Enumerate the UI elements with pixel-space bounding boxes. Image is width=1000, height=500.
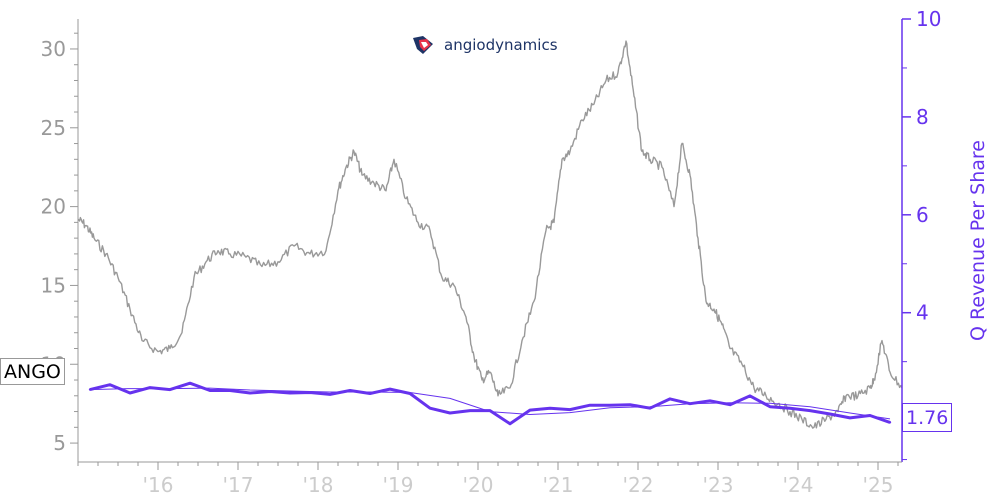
right-axis-tick-label: 6 (916, 203, 929, 227)
logo: angiodynamics (410, 31, 558, 59)
revenue-point (448, 411, 452, 415)
x-axis-tick-label: '20 (463, 473, 494, 497)
revenue-point (748, 394, 752, 398)
revenue-point (528, 408, 532, 412)
left-axis-tick-label: 30 (41, 37, 66, 61)
revenue-point (188, 381, 192, 385)
revenue-point (288, 391, 292, 395)
revenue-point (768, 405, 772, 408)
logo-text: angiodynamics (444, 36, 558, 54)
revenue-point (708, 399, 712, 403)
x-axis-tick-label: '16 (143, 473, 174, 497)
revenue-point (548, 406, 552, 410)
revenue-point (368, 392, 372, 395)
x-axis-tick-label: '19 (383, 473, 414, 497)
x-axis-tick-label: '17 (223, 473, 254, 497)
right-axis-tick-label: 4 (916, 301, 929, 325)
ticker-label: ANGO (0, 358, 65, 385)
revenue-point (788, 406, 792, 410)
right-axis-tick-label: 8 (916, 105, 929, 129)
revenue-point (248, 391, 252, 395)
right-axis-tick-label: 10 (916, 7, 941, 31)
last-value-label: 1.76 (902, 403, 953, 432)
revenue-point (348, 389, 352, 392)
revenue-point (388, 387, 392, 391)
revenue-point (328, 393, 332, 396)
revenue-point (888, 421, 892, 424)
revenue-point (668, 397, 672, 401)
angiodynamics-logo-icon (413, 36, 433, 54)
revenue-point (828, 412, 832, 416)
revenue-point (428, 406, 432, 410)
x-axis-tick-label: '18 (303, 473, 334, 497)
revenue-point (728, 403, 732, 406)
revenue-point (628, 403, 632, 406)
x-axis-tick-label: '22 (623, 473, 654, 497)
revenue-point (568, 408, 572, 411)
x-axis-tick-label: '24 (783, 473, 814, 497)
revenue-point (648, 406, 652, 410)
revenue-point (208, 389, 212, 392)
left-axis-tick-label: 15 (41, 273, 66, 297)
x-axis-tick-label: '21 (543, 473, 574, 497)
left-axis-tick-label: 20 (41, 195, 66, 219)
revenue-trend-line (89, 387, 891, 420)
revenue-point (608, 404, 612, 407)
x-axis-tick-label: '23 (703, 473, 734, 497)
revenue-point (508, 422, 512, 426)
revenue-point (128, 391, 132, 395)
revenue-point (848, 416, 852, 420)
revenue-point (468, 409, 472, 412)
revenue-point (588, 404, 592, 407)
x-axis-tick-label: '25 (863, 473, 894, 497)
right-axis-label: Q Revenue Per Share (967, 140, 989, 341)
left-axis-tick-label: 25 (41, 116, 66, 140)
left-axis-tick-label: 5 (53, 431, 66, 455)
revenue-point (108, 383, 112, 386)
revenue-point (808, 409, 812, 412)
revenue-point (228, 389, 232, 392)
price-line (77, 40, 903, 429)
